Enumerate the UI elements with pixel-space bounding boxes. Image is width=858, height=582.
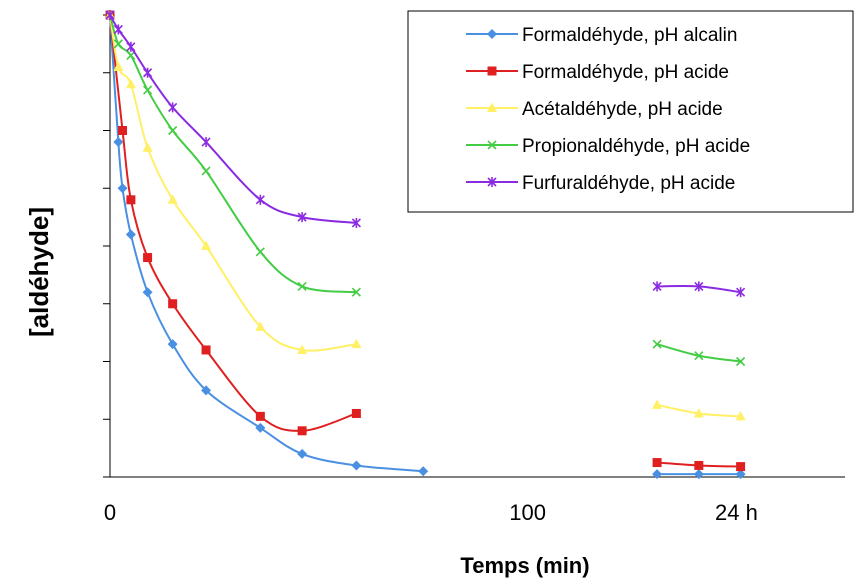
- data-point: [652, 339, 662, 349]
- data-point: [735, 410, 746, 421]
- data-point: [105, 10, 115, 20]
- data-point: [118, 126, 128, 135]
- series: [105, 10, 746, 298]
- series-line: [109, 14, 357, 294]
- data-point: [201, 137, 211, 148]
- data-point: [351, 338, 362, 349]
- data-point: [168, 125, 178, 136]
- data-point: [255, 321, 266, 331]
- data-point: [693, 469, 704, 480]
- data-point: [693, 407, 704, 418]
- x-tick-label: 100: [509, 500, 546, 525]
- data-point: [201, 240, 212, 250]
- data-point: [652, 458, 662, 468]
- legend-item: Furfuraldéhyde, pH acide: [466, 173, 735, 194]
- data-point: [351, 287, 361, 297]
- legend-box: [407, 10, 854, 213]
- plot-area: 0 100 24 h: [103, 9, 845, 525]
- legend-label: Acétaldéhyde, pH acide: [522, 99, 723, 120]
- series-line: [109, 14, 357, 224]
- legend-item: Formaldéhyde, pH acide: [466, 62, 729, 83]
- data-point: [694, 281, 704, 292]
- data-point: [694, 460, 704, 470]
- legend-label: Formaldéhyde, pH acide: [522, 62, 729, 83]
- legend-item: Acétaldéhyde, pH acide: [466, 99, 723, 120]
- data-point: [652, 281, 662, 292]
- data-point: [126, 195, 136, 205]
- y-axis-title: [aldéhyde]: [24, 207, 54, 337]
- data-point: [167, 194, 178, 204]
- legend-label: Propionaldéhyde, pH acide: [522, 136, 750, 157]
- data-point: [652, 469, 663, 480]
- data-point: [297, 448, 308, 459]
- data-point: [255, 194, 265, 205]
- data-point: [255, 247, 265, 257]
- data-point: [487, 66, 497, 76]
- series-line: [109, 14, 424, 473]
- data-point: [143, 85, 153, 95]
- data-point: [694, 351, 704, 361]
- data-point: [351, 217, 361, 228]
- data-point: [168, 102, 178, 113]
- legend-items: Formaldéhyde, pH alcalin Formaldéhyde, pH…: [466, 25, 750, 194]
- data-point: [143, 67, 153, 78]
- data-point: [297, 212, 307, 223]
- data-point: [201, 345, 211, 355]
- data-point: [736, 287, 746, 298]
- data-point: [167, 339, 178, 350]
- data-point: [125, 229, 136, 240]
- data-point: [652, 399, 663, 409]
- series-line: [109, 14, 357, 352]
- x-axis-title: Temps (min): [460, 553, 589, 578]
- x-tick-label: 24 h: [715, 500, 758, 525]
- data-point: [201, 166, 211, 176]
- data-point: [736, 356, 746, 367]
- data-point: [113, 24, 123, 35]
- data-point: [113, 137, 124, 148]
- data-point: [142, 142, 153, 152]
- data-point: [297, 344, 308, 354]
- data-point: [255, 422, 266, 433]
- data-point: [126, 50, 136, 60]
- data-point: [487, 177, 497, 187]
- data-point: [255, 411, 265, 421]
- legend-item: Formaldéhyde, pH alcalin: [466, 25, 737, 46]
- legend-label: Formaldéhyde, pH alcalin: [522, 25, 737, 46]
- y-ticks: [103, 14, 110, 478]
- data-point: [297, 281, 307, 291]
- legend-label: Furfuraldéhyde, pH acide: [522, 173, 735, 194]
- data-point: [735, 469, 746, 480]
- data-point: [351, 460, 362, 471]
- data-point: [351, 408, 361, 418]
- data-point: [143, 253, 153, 263]
- data-point: [113, 61, 124, 71]
- data-point: [487, 140, 497, 150]
- data-point: [201, 385, 212, 396]
- data-point: [125, 78, 136, 89]
- data-point: [487, 102, 497, 112]
- data-point: [113, 39, 123, 49]
- series: [105, 10, 746, 480]
- data-point: [168, 299, 178, 309]
- legend-item: Propionaldéhyde, pH acide: [466, 136, 750, 157]
- series-line: [656, 343, 741, 363]
- legend: Formaldéhyde, pH alcalin Formaldéhyde, pH…: [407, 10, 854, 213]
- data-point: [142, 287, 153, 298]
- data-point: [126, 41, 136, 52]
- series: [105, 10, 746, 367]
- data-point: [418, 466, 429, 477]
- data-point: [487, 29, 497, 39]
- x-tick-labels: 0 100 24 h: [104, 500, 758, 525]
- x-tick-label: 0: [104, 500, 116, 525]
- data-point: [297, 426, 307, 436]
- series-layer: [105, 9, 746, 480]
- data-point: [117, 183, 128, 194]
- data-point: [736, 462, 746, 472]
